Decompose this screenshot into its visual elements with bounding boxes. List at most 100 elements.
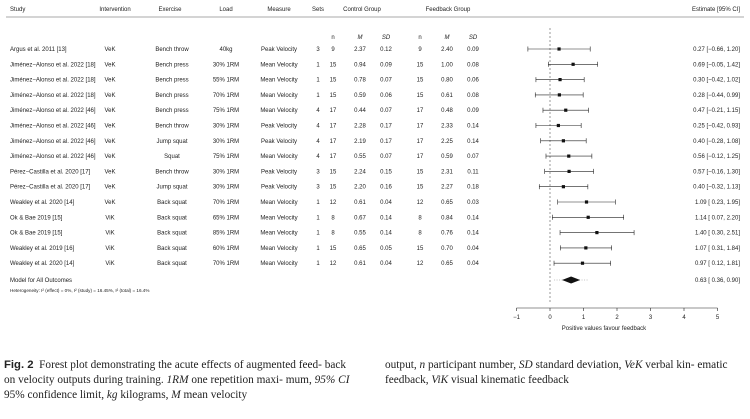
subheader-sd: SD [382, 35, 391, 41]
feedback-mean: 0.61 [441, 93, 453, 99]
estimate-label: 0.25 [−0.42, 0.93] [693, 124, 740, 130]
estimate-label: 1.14 [ 0.07, 2.20] [695, 215, 740, 221]
feedback-sd: 0.06 [467, 78, 479, 84]
intervention-label: VeK [104, 62, 115, 68]
study-label: Jiménez−Alonso et al. 2022 [46] [10, 154, 96, 160]
control-mean: 2.20 [354, 185, 366, 191]
exercise-label: Bench press [155, 93, 188, 99]
header-measure: Measure [267, 7, 291, 13]
x-tick-label: 1 [582, 315, 586, 321]
estimate-label: 0.40 [−0.32, 1.13] [693, 185, 740, 191]
study-row: Argus et al. 2011 [13] VeK Bench throw 40kg… [10, 47, 740, 53]
point-estimate [557, 47, 561, 51]
measure-label: Mean Velocity [260, 200, 297, 206]
estimate-label: 0.47 [−0.21, 1.15] [693, 108, 740, 114]
header-estimate: Estimate [95% CI] [692, 7, 740, 13]
sets-label: 4 [316, 108, 320, 114]
exercise-label: Back squat [157, 261, 187, 267]
feedback-mean: 0.70 [441, 246, 453, 252]
feedback-n: 8 [418, 231, 422, 237]
load-label: 70% 1RM [213, 93, 239, 99]
control-n: 17 [330, 108, 337, 114]
measure-label: Peak Velocity [261, 185, 297, 191]
estimate-label: 0.57 [−0.16, 1.30] [693, 169, 740, 175]
exercise-label: Bench press [155, 62, 188, 68]
control-sd: 0.15 [380, 169, 392, 175]
point-estimate [595, 231, 599, 235]
control-n: 15 [330, 246, 337, 252]
control-sd: 0.05 [380, 246, 392, 252]
control-n: 15 [330, 169, 337, 175]
subheader-m: M [358, 35, 363, 41]
control-mean: 0.59 [354, 93, 366, 99]
exercise-label: Bench throw [155, 124, 189, 130]
control-sd: 0.17 [380, 124, 392, 130]
intervention-label: ViK [105, 231, 114, 237]
point-estimate [580, 261, 585, 265]
point-estimate [571, 62, 575, 66]
feedback-n: 17 [417, 154, 424, 160]
study-row: Ok & Bae 2019 [15] ViK Back squat 65% 1RM Me… [10, 215, 740, 221]
study-row: Ok & Bae 2019 [15] ViK Back squat 85% 1RM Me… [10, 231, 740, 237]
control-mean: 2.37 [354, 47, 366, 53]
feedback-sd: 0.09 [467, 47, 479, 53]
feedback-sd: 0.04 [467, 261, 479, 267]
intervention-label: VeK [104, 154, 115, 160]
x-tick-label: 0 [548, 315, 552, 321]
feedback-mean: 2.33 [441, 124, 453, 130]
exercise-label: Bench press [155, 78, 188, 84]
feedback-n: 15 [417, 185, 424, 191]
intervention-label: VeK [104, 139, 115, 145]
control-sd: 0.07 [380, 78, 392, 84]
exercise-label: Jump squat [156, 185, 187, 191]
study-row: Jiménez−Alonso et al. 2022 [18] VeK Bench … [10, 93, 740, 99]
point-estimate [561, 185, 565, 189]
study-row: Jiménez−Alonso et al. 2022 [46] VeK Bench … [10, 108, 740, 114]
figure-caption-continued: output, n participant number, SD standar… [385, 359, 728, 386]
study-label: Pérez−Castilla et al. 2020 [17] [10, 185, 91, 191]
load-label: 75% 1RM [213, 108, 239, 114]
feedback-mean: 0.48 [441, 108, 453, 114]
sets-label: 1 [316, 200, 320, 206]
control-mean: 0.94 [354, 62, 366, 68]
study-row: Weakley et al. 2020 [14] ViK Back squat 70%… [10, 261, 740, 267]
exercise-label: Back squat [157, 215, 187, 221]
feedback-sd: 0.14 [467, 139, 479, 145]
feedback-n: 15 [417, 93, 424, 99]
exercise-label: Squat [164, 154, 180, 160]
feedback-n: 17 [417, 124, 424, 130]
feedback-mean: 2.40 [441, 47, 453, 53]
study-label: Jiménez−Alonso et al. 2022 [46] [10, 108, 96, 114]
feedback-n: 9 [418, 47, 422, 53]
control-mean: 0.55 [354, 154, 366, 160]
control-mean: 0.65 [354, 246, 366, 252]
study-label: Weakley et al. 2019 [16] [10, 246, 75, 252]
measure-label: Mean Velocity [260, 93, 297, 99]
control-n: 15 [330, 93, 337, 99]
estimate-label: 0.30 [−0.42, 1.02] [693, 78, 740, 84]
feedback-mean: 2.27 [441, 185, 453, 191]
feedback-sd: 0.14 [467, 215, 479, 221]
estimate-label: 0.69 [−0.05, 1.42] [693, 62, 740, 68]
study-label: Weakley et al. 2020 [14] [10, 200, 75, 206]
feedback-mean: 0.80 [441, 78, 453, 84]
control-sd: 0.17 [380, 139, 392, 145]
control-n: 15 [330, 185, 337, 191]
intervention-label: VeK [104, 93, 115, 99]
sets-label: 1 [316, 93, 320, 99]
subheader-n: n [418, 35, 421, 41]
study-label: Pérez−Castilla et al. 2020 [17] [10, 169, 91, 175]
intervention-label: ViK [105, 261, 114, 267]
header-load: Load [219, 7, 232, 13]
control-n: 12 [330, 261, 337, 267]
measure-label: Mean Velocity [260, 62, 297, 68]
study-row: Pérez−Castilla et al. 2020 [17] VeK Bench … [10, 169, 740, 175]
feedback-sd: 0.09 [467, 108, 479, 114]
study-label: Jiménez−Alonso et al. 2022 [46] [10, 124, 96, 130]
sets-label: 1 [316, 78, 320, 84]
intervention-label: ViK [105, 215, 114, 221]
control-mean: 0.67 [354, 215, 366, 221]
exercise-label: Back squat [157, 200, 187, 206]
study-row: Jiménez−Alonso et al. 2022 [46] VeK Jump s… [10, 139, 740, 145]
intervention-label: ViK [105, 246, 114, 252]
